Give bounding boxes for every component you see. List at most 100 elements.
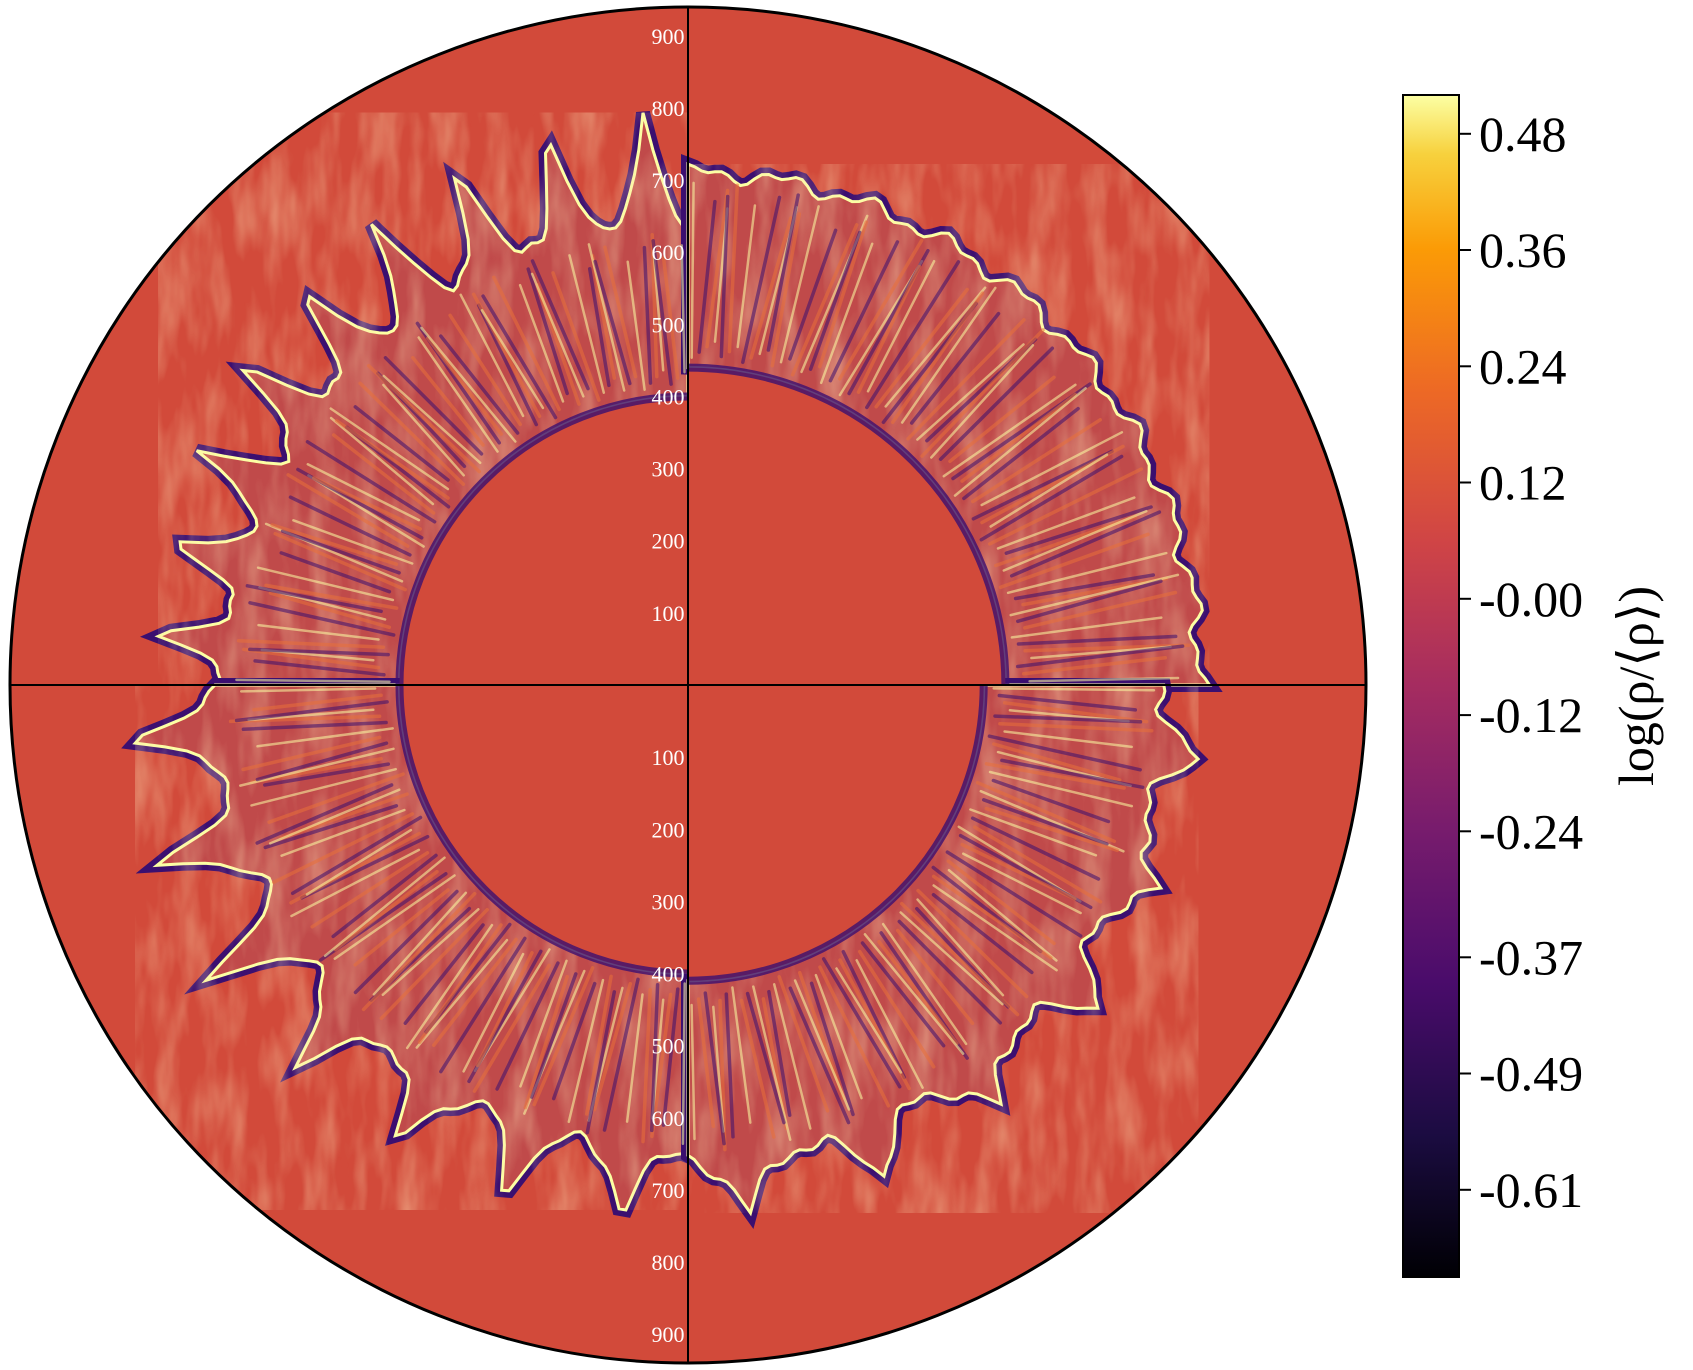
shell-streak <box>310 851 430 929</box>
shell-streak <box>895 928 975 1026</box>
shell-streak <box>972 825 1103 904</box>
shell-streak <box>1015 644 1185 669</box>
shell-streak <box>992 687 1156 692</box>
shell-streak <box>530 272 585 398</box>
shell-streak <box>696 997 716 1129</box>
shell-streak <box>860 941 946 1048</box>
colorbar-tick-label: -0.61 <box>1479 1162 1583 1218</box>
shell-streak <box>273 531 407 592</box>
shell-streak <box>863 933 965 1055</box>
shell-streak <box>462 952 525 1073</box>
shell-streak <box>323 856 446 958</box>
shell-streak <box>930 344 1035 459</box>
shell-streak <box>472 963 551 1093</box>
shell-streak <box>253 659 386 677</box>
shell-streak <box>1004 505 1153 555</box>
shell-streak <box>420 326 517 443</box>
shell-streak <box>242 647 381 670</box>
shell-streak <box>953 387 1087 497</box>
shell-streak <box>962 406 1080 501</box>
inner-core-upper-left <box>399 396 688 685</box>
shell-streak <box>476 303 539 427</box>
shell-streak <box>969 808 1098 857</box>
shell-streak <box>650 983 660 1133</box>
shell-streak <box>947 868 1058 962</box>
shell-streak <box>587 267 611 388</box>
inner-boundary-lower-left <box>395 684 689 978</box>
shell-streak <box>661 256 680 380</box>
colorbar-label: log(ρ/⟨ρ⟩) <box>1608 586 1664 786</box>
radial-tick-upper-600: 600 <box>652 240 685 265</box>
shell-streak <box>411 355 485 447</box>
inner-boundary-upper-left <box>395 392 689 686</box>
shell-streak <box>788 986 851 1125</box>
shell-streak <box>372 891 468 996</box>
shell-streak <box>305 440 437 524</box>
radial-tick-upper-900: 900 <box>652 24 685 49</box>
shell-streak <box>475 951 534 1068</box>
shell-streak <box>248 647 390 657</box>
shell-streak <box>523 974 569 1110</box>
shell-streak <box>403 923 485 1025</box>
shell-streak <box>809 981 855 1117</box>
shell-streak <box>998 721 1154 733</box>
shell-streak <box>988 770 1134 808</box>
shell-streak <box>1009 573 1180 617</box>
shell-streak <box>962 852 1082 915</box>
shell-streak <box>529 972 578 1099</box>
radial-tick-upper-800: 800 <box>652 96 685 121</box>
shell-streak <box>877 940 959 1046</box>
shell-streak <box>890 291 985 425</box>
shell-streak <box>1016 579 1163 624</box>
shell-streak <box>793 979 851 1111</box>
shell-streak <box>1023 590 1178 630</box>
shell-streak <box>916 888 1029 999</box>
shell-texture-lower-left <box>135 685 689 1210</box>
radial-tick-lower-900: 900 <box>652 1322 685 1347</box>
shell-streak <box>593 259 632 386</box>
colorbar-tick-label: -0.24 <box>1479 803 1583 859</box>
shell-streak <box>366 363 482 474</box>
shell-streak <box>334 419 450 500</box>
shell-streak <box>526 267 569 396</box>
shell-streak <box>866 259 936 393</box>
shell-streak <box>551 981 597 1101</box>
shell-streak <box>745 991 786 1125</box>
shell-streak <box>280 808 406 857</box>
shell-streak <box>1030 645 1172 660</box>
shell-streak <box>960 842 1077 901</box>
radial-tick-upper-500: 500 <box>652 312 685 337</box>
colorbar: 0.48 0.36 0.24 0.12 -0.00 -0.12 -0.24 -0.37 -0.4… <box>1402 94 1664 1278</box>
shell-streak <box>263 804 399 850</box>
shell-streak <box>1028 676 1180 683</box>
shell-streak <box>417 336 499 453</box>
colorbar-ticks: 0.48 0.36 0.24 0.12 -0.00 -0.12 -0.24 -0.37 -0.4… <box>1459 106 1583 1218</box>
inner-core-lower-right <box>688 685 984 981</box>
shell-streak <box>329 416 435 506</box>
shell-streak <box>788 228 838 361</box>
shell-streak <box>426 336 504 436</box>
shell-streak <box>971 449 1114 521</box>
colorbar-gradient <box>1402 94 1460 1278</box>
shell-streak <box>587 243 626 392</box>
shell-streak <box>1016 634 1178 646</box>
inner-core-layer <box>395 363 1010 985</box>
shell-streak <box>439 936 527 1074</box>
shell-streak <box>779 205 820 364</box>
shell-streak <box>931 892 1034 975</box>
shell-streak <box>250 767 397 807</box>
shell-streak <box>916 343 1025 441</box>
shell-streak <box>841 949 907 1080</box>
shell-streak <box>945 850 1083 938</box>
shell-streak <box>1021 655 1168 676</box>
shell-streak <box>405 923 494 1050</box>
shell-streak <box>641 987 652 1144</box>
shell-streak <box>681 982 686 1146</box>
shell-streak <box>909 311 1001 425</box>
shell-streak <box>651 239 673 386</box>
shell-streak <box>661 987 680 1127</box>
shell-streak <box>993 714 1143 724</box>
shell-streak <box>997 693 1138 712</box>
shell-streak <box>383 356 484 456</box>
shell-streak <box>766 193 800 352</box>
